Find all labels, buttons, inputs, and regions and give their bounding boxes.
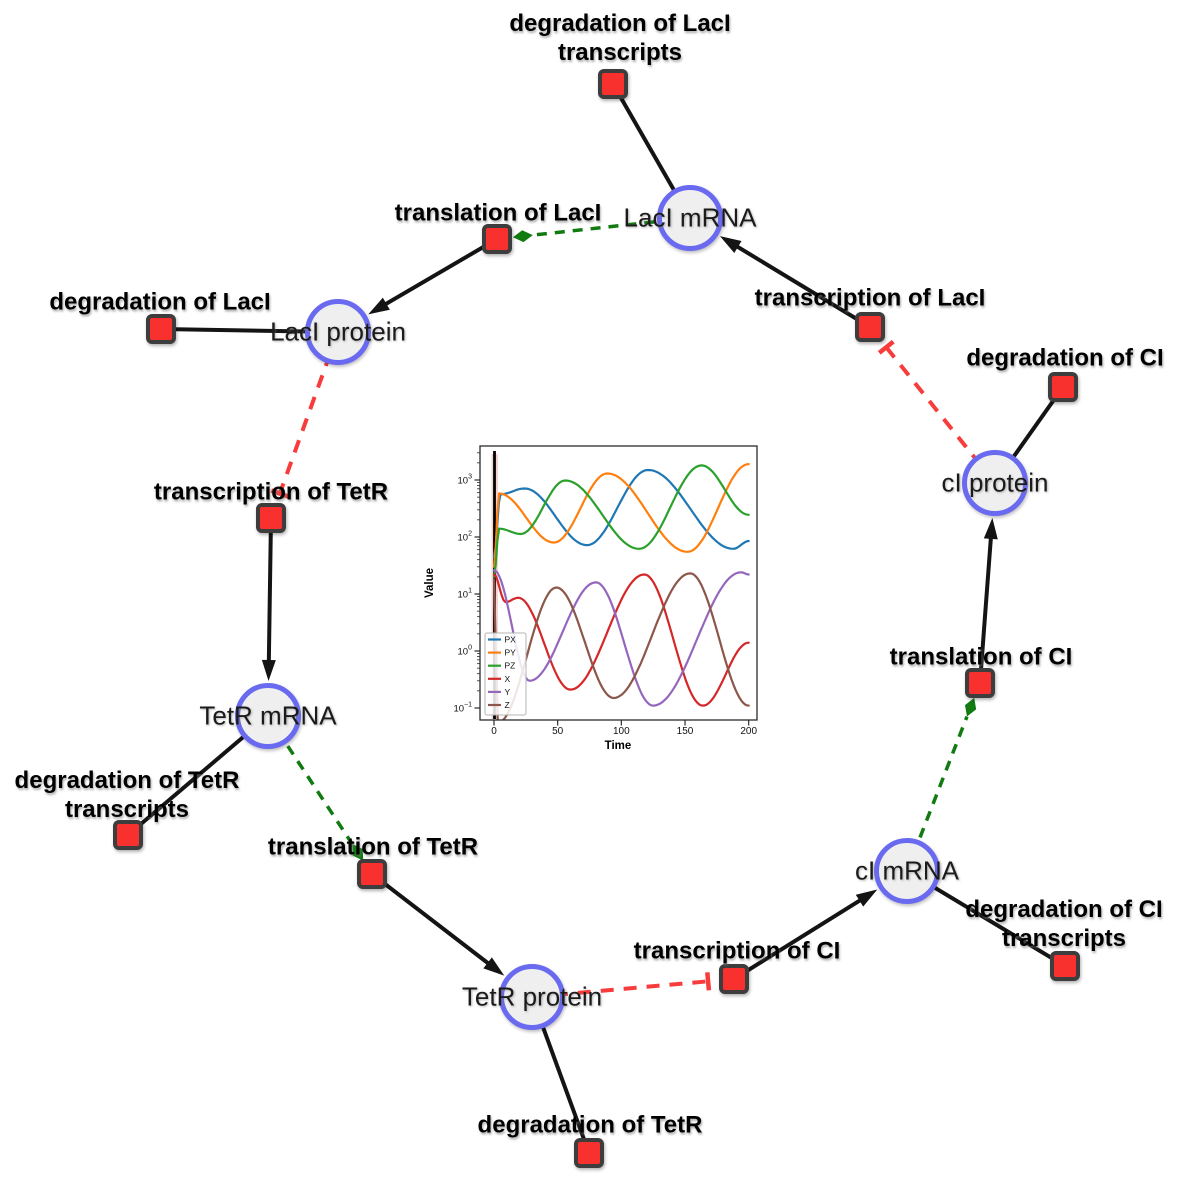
reaction-label-line: degradation of LacI <box>49 288 271 316</box>
species-label-ci_mrna: cI mRNA <box>855 855 959 886</box>
series-PX <box>492 468 750 558</box>
inhibition-tee-icon <box>270 488 290 499</box>
reaction-node-transl_ci[interactable] <box>965 668 995 698</box>
reaction-label-line: transcripts <box>557 39 683 66</box>
series-Y <box>492 569 750 707</box>
reaction-node-txn_tetr[interactable] <box>256 503 286 533</box>
reaction-label-line: translation of CI <box>889 643 1073 671</box>
y-tick-label: 100 <box>458 645 473 658</box>
edge-production-transl_ci-ci_prot <box>978 517 998 684</box>
inhibition-tee-icon <box>877 339 895 355</box>
y-tick-label: 102 <box>458 531 473 544</box>
reaction-node-deg_ci_tx[interactable] <box>1050 951 1080 981</box>
y-tick-label: 101 <box>458 588 473 601</box>
x-tick-label: 100 <box>613 726 630 737</box>
legend-label-X: X <box>505 674 511 684</box>
reaction-label-line: degradation of CI <box>965 896 1163 923</box>
reaction-label-transl_laci: translation of LacI <box>395 199 602 228</box>
edge-production-txn_ci-ci_mrna <box>732 889 878 981</box>
species-node-tetr_mrna[interactable] <box>235 683 301 749</box>
chart-curves <box>492 463 750 720</box>
arrowhead-icon <box>719 236 742 253</box>
reaction-label-deg_tetr_tx: degradation of TetR transcripts <box>15 766 240 824</box>
reaction-label-line: transcription of LacI <box>754 284 986 312</box>
diamond-arrowhead-icon <box>352 843 364 861</box>
species-node-laci_mrna[interactable] <box>657 185 723 251</box>
reaction-label-line: degradation of TetR <box>477 1111 703 1139</box>
reaction-label-txn_laci: transcription of LacI <box>755 284 986 313</box>
reaction-label-deg_ci_tx: degradation of CI transcripts <box>965 895 1162 953</box>
x-tick-label: 0 <box>491 726 497 737</box>
legend-label-PZ: PZ <box>505 661 516 671</box>
reaction-node-deg_ci[interactable] <box>1048 372 1078 402</box>
reaction-node-deg_laci_tx[interactable] <box>598 69 628 99</box>
reaction-label-transl_tetr: translation of TetR <box>268 833 478 862</box>
chart-y-axis-label: Value <box>424 568 436 598</box>
reaction-node-txn_laci[interactable] <box>855 312 885 342</box>
reaction-label-line: transcription of TetR <box>153 478 389 506</box>
legend-label-PX: PX <box>505 635 517 645</box>
reaction-label-line: degradation of TetR <box>14 767 240 794</box>
arrowhead-icon <box>483 957 505 976</box>
reaction-label-deg_tetr: degradation of TetR <box>478 1111 703 1140</box>
reaction-node-deg_tetr[interactable] <box>574 1138 604 1168</box>
inset-plot: 0 50 100 150 200 10−1 100 101 102 103 Time Value PX P… <box>420 436 780 766</box>
reaction-label-line: transcripts <box>1001 925 1127 952</box>
species-node-ci_prot[interactable] <box>962 450 1028 516</box>
reaction-label-line: translation of LacI <box>394 199 602 227</box>
edge-production-transl_laci-laci_prot <box>368 237 499 315</box>
reaction-label-line: degradation of CI <box>966 344 1164 372</box>
diamond-arrowhead-icon <box>964 697 977 717</box>
y-tick-label: 10−1 <box>453 702 472 715</box>
reaction-label-txn_tetr: transcription of TetR <box>154 478 388 507</box>
x-tick-label: 200 <box>740 726 757 737</box>
inhibition-tee-icon <box>705 972 712 991</box>
reaction-label-deg_laci: degradation of LacI <box>49 288 270 317</box>
reaction-label-line: degradation of LacI <box>509 10 731 37</box>
series-PZ <box>492 464 750 578</box>
axes-box <box>479 445 758 721</box>
species-node-tetr_prot[interactable] <box>499 964 565 1030</box>
reaction-label-deg_laci_tx: degradation of LacI transcripts <box>509 9 730 67</box>
species-label-tetr_prot: TetR protein <box>461 981 603 1012</box>
legend-label-Z: Z <box>505 700 510 710</box>
edge-production-txn_laci-laci_mrna <box>719 236 872 329</box>
reaction-label-line: translation of TetR <box>267 833 479 861</box>
reaction-node-deg_tetr_tx[interactable] <box>113 820 143 850</box>
edge-production-txn_tetr-tetr_mrna <box>261 517 276 682</box>
arrowhead-icon <box>261 659 276 682</box>
arrowhead-icon <box>855 889 878 907</box>
x-tick-label: 150 <box>677 726 694 737</box>
species-label-laci_mrna: LacI mRNA <box>623 202 757 233</box>
reaction-label-deg_ci: degradation of CI <box>966 344 1163 373</box>
species-label-laci_prot: LacI protein <box>270 316 406 347</box>
chart-x-axis-label: Time <box>605 740 632 752</box>
edge-production-transl_tetr-tetr_prot <box>370 872 505 976</box>
diamond-arrowhead-icon <box>512 230 533 243</box>
legend-label-PY: PY <box>505 648 517 658</box>
species-node-laci_prot[interactable] <box>305 299 371 365</box>
series-PY <box>492 463 750 568</box>
species-label-tetr_mrna: TetR mRNA <box>199 700 337 731</box>
reaction-label-line: transcripts <box>64 796 190 823</box>
y-tick-label: 103 <box>458 474 473 487</box>
reaction-label-transl_ci: translation of CI <box>890 643 1073 672</box>
reaction-node-txn_ci[interactable] <box>719 964 749 994</box>
reaction-label-line: transcription of CI <box>633 937 841 965</box>
arrowhead-icon <box>368 297 390 315</box>
reaction-label-txn_ci: transcription of CI <box>634 937 841 966</box>
arrowhead-icon <box>983 517 998 540</box>
series-Z <box>492 572 750 720</box>
reaction-node-deg_laci[interactable] <box>146 314 176 344</box>
reaction-node-transl_tetr[interactable] <box>357 859 387 889</box>
reaction-node-transl_laci[interactable] <box>482 224 512 254</box>
legend-label-Y: Y <box>505 687 511 697</box>
x-tick-label: 50 <box>552 726 564 737</box>
species-node-ci_mrna[interactable] <box>874 838 940 904</box>
species-label-ci_prot: cI protein <box>941 467 1049 498</box>
